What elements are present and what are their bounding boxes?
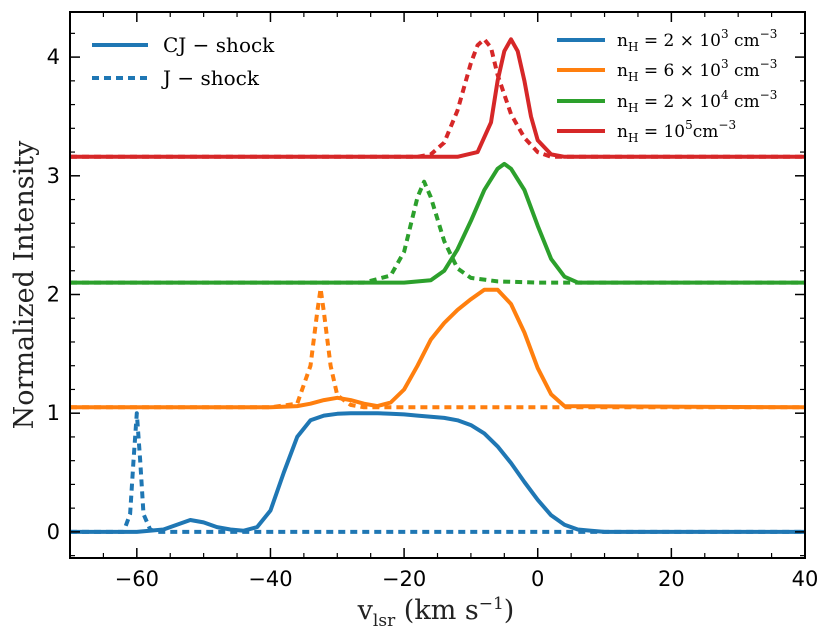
legend-density-label-3: nH = 105cm−3 (617, 118, 736, 145)
legend-density-label-2: nH = 2 × 104 cm−3 (617, 88, 777, 115)
x-axis-label: vlsr (km s−1) (357, 594, 515, 631)
x-tick-label: 0 (531, 567, 544, 591)
density-legend: nH = 2 × 103 cm−3 nH = 6 × 103 cm−3 nH =… (557, 27, 777, 145)
y-tick-label: 0 (47, 520, 60, 544)
x-tick-label: 20 (658, 567, 685, 591)
series-line-6 (70, 37, 805, 159)
legend-density-label-0: nH = 2 × 103 cm−3 (617, 27, 777, 54)
y-tick-label: 4 (47, 45, 60, 69)
style-legend: CJ − shock J − shock (92, 33, 275, 90)
legend-j-shock-label: J − shock (161, 66, 260, 90)
ticks-group: −60 −40 −20 0 20 40 0 1 2 3 4 (47, 12, 819, 591)
series-line-3 (70, 286, 805, 410)
series-line-2 (70, 287, 806, 410)
x-tick-label: −20 (382, 567, 426, 591)
series-line-7 (70, 37, 805, 159)
series-group (70, 37, 806, 534)
x-tick-label: 40 (792, 567, 819, 591)
legend-cj-shock-label: CJ − shock (163, 33, 275, 57)
y-tick-label: 3 (47, 164, 60, 188)
y-axis-label: Normalized Intensity (9, 140, 40, 429)
series-line-0 (70, 411, 805, 534)
legend-density-label-1: nH = 6 × 103 cm−3 (617, 57, 777, 84)
y-tick-label: 2 (47, 282, 60, 306)
x-tick-label: −60 (115, 567, 159, 591)
series-line-1 (70, 411, 805, 534)
y-tick-label: 1 (47, 401, 60, 425)
series-line-5 (70, 179, 805, 285)
plot-frame (69, 11, 806, 559)
series-line-4 (70, 161, 805, 285)
x-tick-label: −40 (248, 567, 292, 591)
